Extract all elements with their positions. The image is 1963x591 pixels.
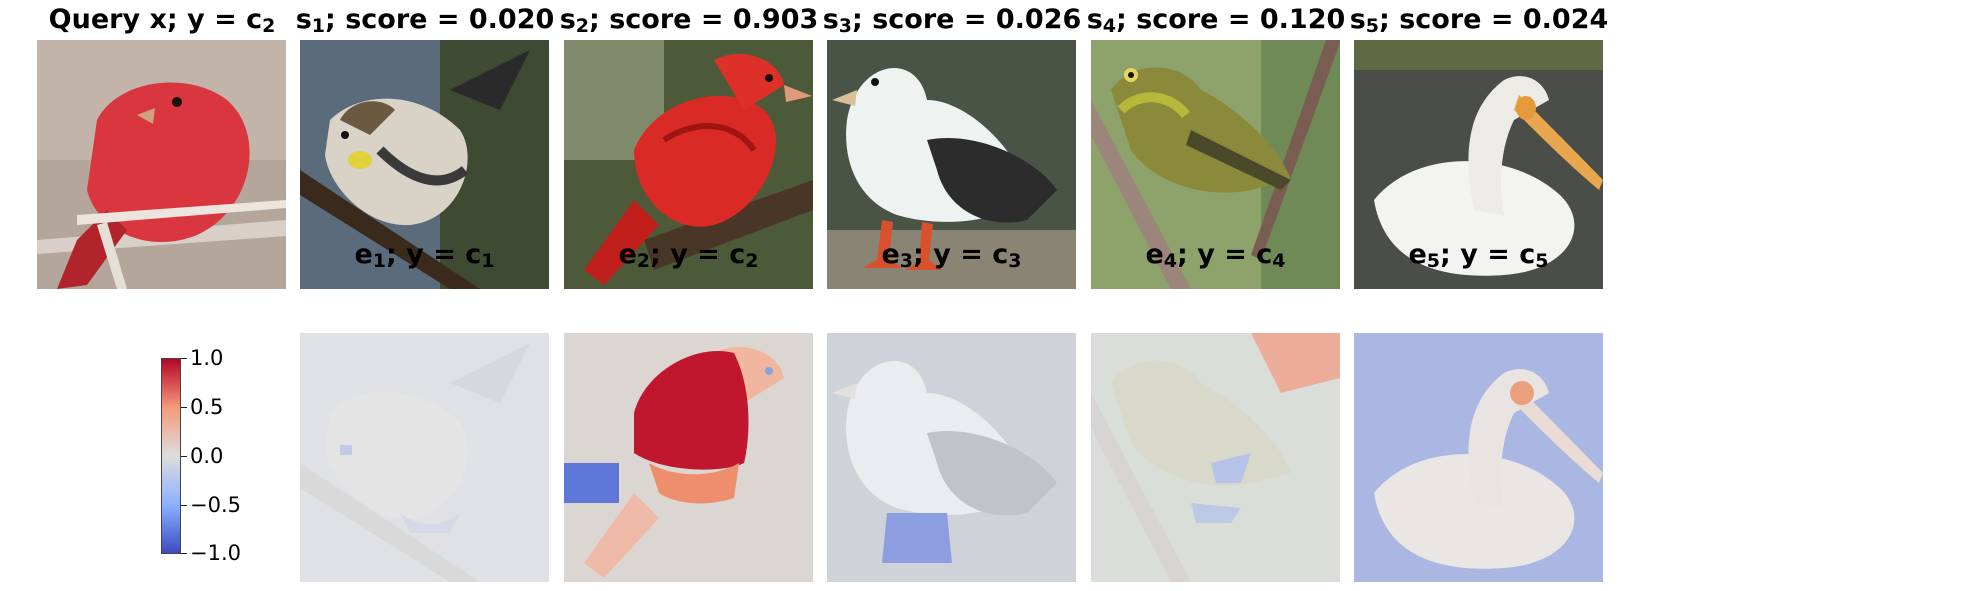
query-image [37, 40, 286, 289]
s2-title: s2; score = 0.903 [559, 4, 819, 37]
colorbar-tick [181, 358, 187, 359]
colorbar [161, 358, 181, 554]
e1-title: e1; y = c1 [354, 239, 495, 272]
colorbar-label-max: 1.0 [190, 346, 224, 370]
colorbar-label-zero: 0.0 [190, 444, 224, 468]
warbler-heatmap [300, 333, 549, 582]
gull-heatmap [827, 333, 1076, 582]
e2-heatmap [564, 333, 813, 582]
gull-image [827, 40, 1076, 289]
s4-title: s4; score = 0.120 [1086, 4, 1346, 37]
s5-image [1354, 40, 1603, 289]
e3-heatmap [827, 333, 1076, 582]
e5-heatmap [1354, 333, 1603, 582]
s3-title: s3; score = 0.026 [822, 4, 1082, 37]
query-title: Query x; y = c2 [48, 4, 276, 37]
e2-title: e2; y = c2 [618, 239, 759, 272]
red-bird-image [37, 40, 286, 289]
colorbar-tick [181, 407, 187, 408]
s4-image [1091, 40, 1340, 289]
vireo-image [1091, 40, 1340, 289]
colorbar-tick [181, 505, 187, 506]
colorbar-tick [181, 456, 187, 457]
colorbar-label-upper: 0.5 [190, 395, 224, 419]
red-bird-heatmap [564, 333, 813, 582]
s5-title: s5; score = 0.024 [1349, 4, 1609, 37]
e5-title: e5; y = c5 [1408, 239, 1549, 272]
s1-image [300, 40, 549, 289]
e3-title: e3; y = c3 [881, 239, 1022, 272]
e1-heatmap [300, 333, 549, 582]
colorbar-label-min: −1.0 [190, 541, 241, 565]
warbler-image [300, 40, 549, 289]
pelican-heatmap [1354, 333, 1603, 582]
s1-title: s1; score = 0.020 [295, 4, 555, 37]
pelican-image [1354, 40, 1603, 289]
colorbar-label-lower: −0.5 [190, 493, 241, 517]
red-bird-image [564, 40, 813, 289]
colorbar-tick [181, 553, 187, 554]
e4-heatmap [1091, 333, 1340, 582]
s3-image [827, 40, 1076, 289]
e4-title: e4; y = c4 [1145, 239, 1286, 272]
s2-image [564, 40, 813, 289]
vireo-heatmap [1091, 333, 1340, 582]
